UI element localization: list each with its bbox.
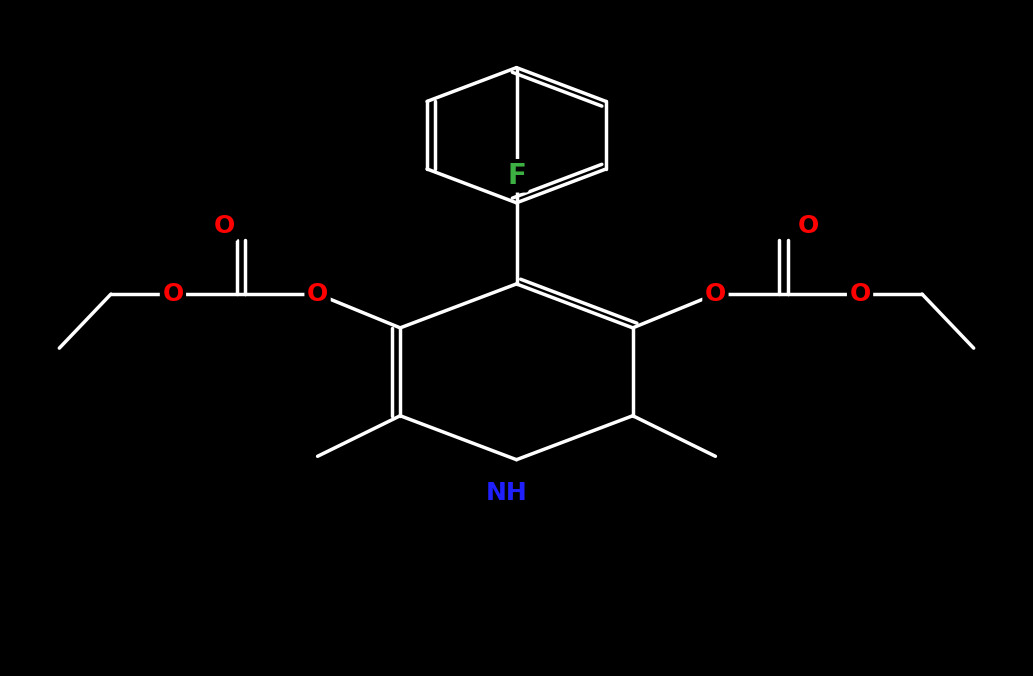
Text: NH: NH (486, 481, 527, 506)
Text: F: F (507, 162, 526, 190)
Text: O: O (797, 214, 819, 239)
Text: O: O (705, 282, 726, 306)
Text: O: O (162, 282, 184, 306)
Text: O: O (214, 214, 236, 239)
Text: O: O (307, 282, 328, 306)
Text: O: O (849, 282, 871, 306)
